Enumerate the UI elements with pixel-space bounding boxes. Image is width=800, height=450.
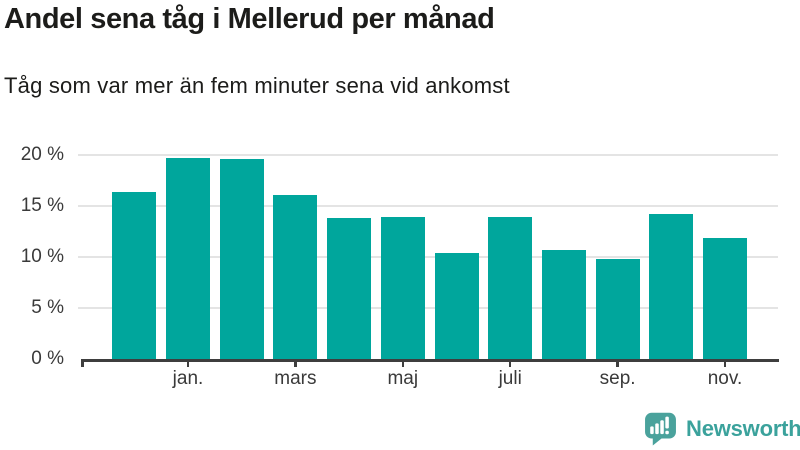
newsworthy-branding: Newsworthy	[644, 412, 800, 446]
gridline	[78, 205, 778, 207]
chart-title: Andel sena tåg i Mellerud per månad	[4, 3, 495, 35]
y-axis-label: 15 %	[20, 195, 64, 216]
x-axis-label: nov.	[707, 368, 743, 389]
chart-subtitle: Tåg som var mer än fem minuter sena vid …	[4, 73, 510, 98]
y-axis-label: 5 %	[31, 297, 64, 318]
x-axis-origin-tick	[81, 361, 84, 367]
y-axis-label: 20 %	[20, 144, 64, 165]
newsworthy-logo-icon	[645, 412, 676, 446]
gridline	[78, 307, 778, 309]
y-axis-labels: 0 % 5 % 10 % 15 % 20 %	[0, 145, 64, 369]
x-axis: jan. mars maj juli sep. nov.	[81, 359, 779, 399]
bar-jan.	[166, 158, 210, 359]
x-axis-tick	[294, 361, 297, 367]
x-axis-line	[81, 359, 779, 362]
bar-okt.	[649, 214, 694, 359]
bar-feb.	[219, 159, 264, 359]
bar-sep.	[595, 259, 640, 359]
bar-juni	[434, 252, 479, 359]
bar-mars	[273, 194, 318, 359]
y-axis-label: 10 %	[20, 246, 64, 267]
x-axis-tick	[508, 361, 512, 367]
x-axis-tick	[616, 361, 619, 367]
bar-juli	[488, 217, 533, 359]
x-axis-label: maj	[387, 368, 419, 389]
x-axis-tick	[723, 361, 727, 367]
x-axis-label: jan.	[172, 368, 204, 389]
bar-apr.	[327, 218, 372, 359]
x-axis-label: sep.	[599, 368, 636, 389]
x-axis-tick	[401, 361, 405, 367]
x-axis-tick	[186, 361, 190, 367]
newsworthy-brand-text: Newsworthy	[686, 416, 800, 441]
x-axis-label: juli	[498, 368, 522, 389]
bar-dec.	[112, 191, 157, 359]
bar-nov.	[703, 237, 747, 359]
gridline	[78, 154, 778, 156]
bar-aug.	[541, 249, 586, 359]
x-axis-label: mars	[274, 368, 317, 389]
plot-area	[78, 154, 778, 359]
y-axis-label: 0 %	[31, 348, 64, 369]
bar-maj	[380, 217, 425, 359]
gridline	[78, 256, 778, 258]
